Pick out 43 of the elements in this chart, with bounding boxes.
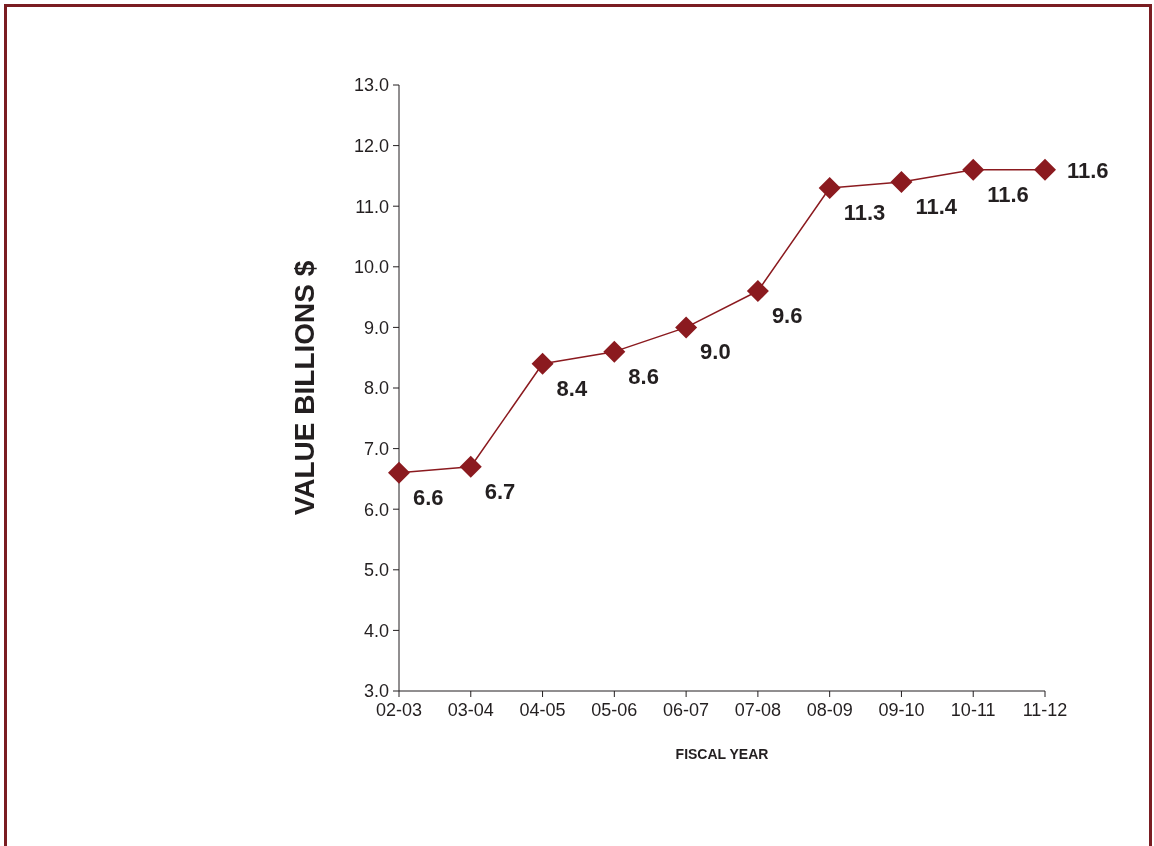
y-axis-title: VALUE BILLIONS $ — [288, 260, 320, 516]
x-tick-label: 02-03 — [375, 699, 423, 720]
data-label: 11.3 — [843, 200, 886, 226]
point — [818, 177, 841, 200]
y-tick-label: 6.0 — [363, 499, 389, 520]
data-label: 8.6 — [628, 363, 659, 389]
y-tick-label: 12.0 — [353, 135, 389, 156]
point — [746, 280, 769, 303]
data-label: 9.0 — [700, 339, 731, 365]
x-tick-label: 04-05 — [519, 699, 566, 720]
point — [675, 316, 698, 339]
y-tick-label: 10.0 — [353, 257, 389, 278]
point — [603, 340, 626, 363]
data-label: 6.7 — [484, 478, 516, 504]
data-label: 11.6 — [1067, 157, 1109, 183]
x-tick-label: 11-12 — [1022, 699, 1068, 720]
x-tick-label: 09-10 — [878, 699, 925, 720]
data-label: 11.6 — [987, 181, 1029, 207]
point — [459, 455, 482, 478]
y-tick-label: 5.0 — [363, 560, 389, 581]
point — [962, 158, 985, 181]
y-tick-label: 9.0 — [363, 317, 389, 338]
x-axis-title: FISCAL YEAR — [675, 745, 769, 762]
x-tick-label: 06-07 — [663, 699, 710, 720]
data-label: 9.6 — [771, 303, 803, 329]
point — [890, 170, 913, 193]
data-label: 8.4 — [556, 375, 588, 401]
data-label: 6.6 — [413, 484, 444, 510]
y-tick-label: 8.0 — [363, 378, 389, 399]
x-tick-label: 03-04 — [447, 699, 494, 720]
x-tick-label: 05-06 — [591, 699, 638, 720]
y-tick-label: 7.0 — [363, 438, 389, 459]
y-tick-label: 11.0 — [355, 196, 389, 217]
y-tick-label: 3.0 — [363, 681, 389, 702]
x-tick-label: 07-08 — [734, 699, 781, 720]
point — [388, 461, 410, 484]
y-tick-label: 4.0 — [363, 620, 389, 641]
point — [1034, 158, 1056, 181]
y-tick-label: 13.0 — [353, 75, 389, 96]
data-label: 11.4 — [915, 193, 958, 219]
x-tick-label: 08-09 — [806, 699, 853, 720]
point — [531, 352, 554, 375]
x-tick-label: 10-11 — [950, 699, 996, 720]
